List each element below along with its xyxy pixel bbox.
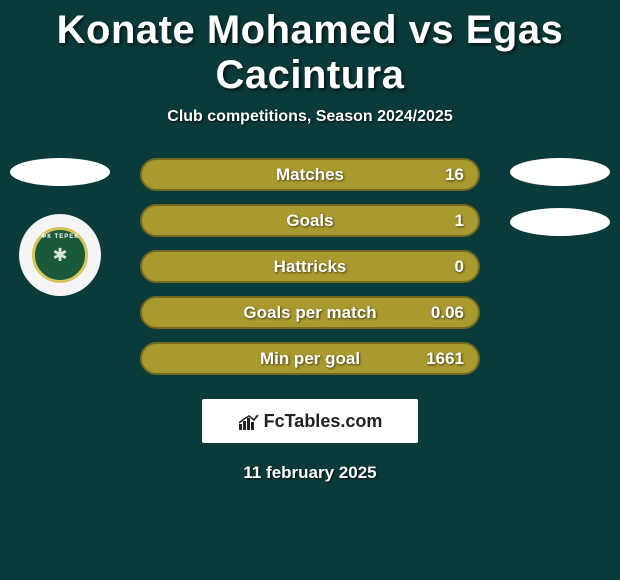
snapshot-date: 11 february 2025 [0, 463, 620, 483]
crest-text: ФК ТЕРЕК [41, 234, 79, 240]
brand-box: FcTables.com [202, 399, 418, 443]
player2-club-pill [510, 208, 610, 236]
crest-star-icon: ✱ [52, 245, 67, 266]
stat-value: 1661 [426, 349, 464, 369]
page-subtitle: Club competitions, Season 2024/2025 [0, 108, 620, 126]
brand-chart-icon [238, 414, 258, 428]
stat-bar-min-per-goal: Min per goal 1661 [140, 342, 480, 375]
stat-value: 0.06 [431, 303, 464, 323]
stat-bar-goals-per-match: Goals per match 0.06 [140, 296, 480, 329]
club-crest-icon: ФК ТЕРЕК ✱ [32, 227, 88, 283]
player1-name-pill [10, 158, 110, 186]
brand-name: FcTables.com [264, 411, 383, 432]
stat-label: Goals [286, 211, 333, 231]
page-title: Konate Mohamed vs Egas Cacintura [0, 0, 620, 98]
stat-bar-goals: Goals 1 [140, 204, 480, 237]
stat-label: Hattricks [274, 257, 347, 277]
right-player-col [510, 158, 610, 236]
player2-name-pill [510, 158, 610, 186]
left-player-col: ФК ТЕРЕК ✱ [10, 158, 110, 296]
stat-value: 16 [445, 165, 464, 185]
stat-bar-hattricks: Hattricks 0 [140, 250, 480, 283]
stat-bar-matches: Matches 16 [140, 158, 480, 191]
stat-label: Goals per match [243, 303, 376, 323]
stat-value: 1 [455, 211, 464, 231]
stat-bars: Matches 16 Goals 1 Hattricks 0 Goals per… [140, 158, 480, 375]
stat-label: Matches [276, 165, 344, 185]
stat-label: Min per goal [260, 349, 360, 369]
comparison-panel: ФК ТЕРЕК ✱ Matches 16 Goals 1 Hattricks … [0, 158, 620, 483]
player1-club-badge: ФК ТЕРЕК ✱ [19, 214, 101, 296]
stat-value: 0 [455, 257, 464, 277]
